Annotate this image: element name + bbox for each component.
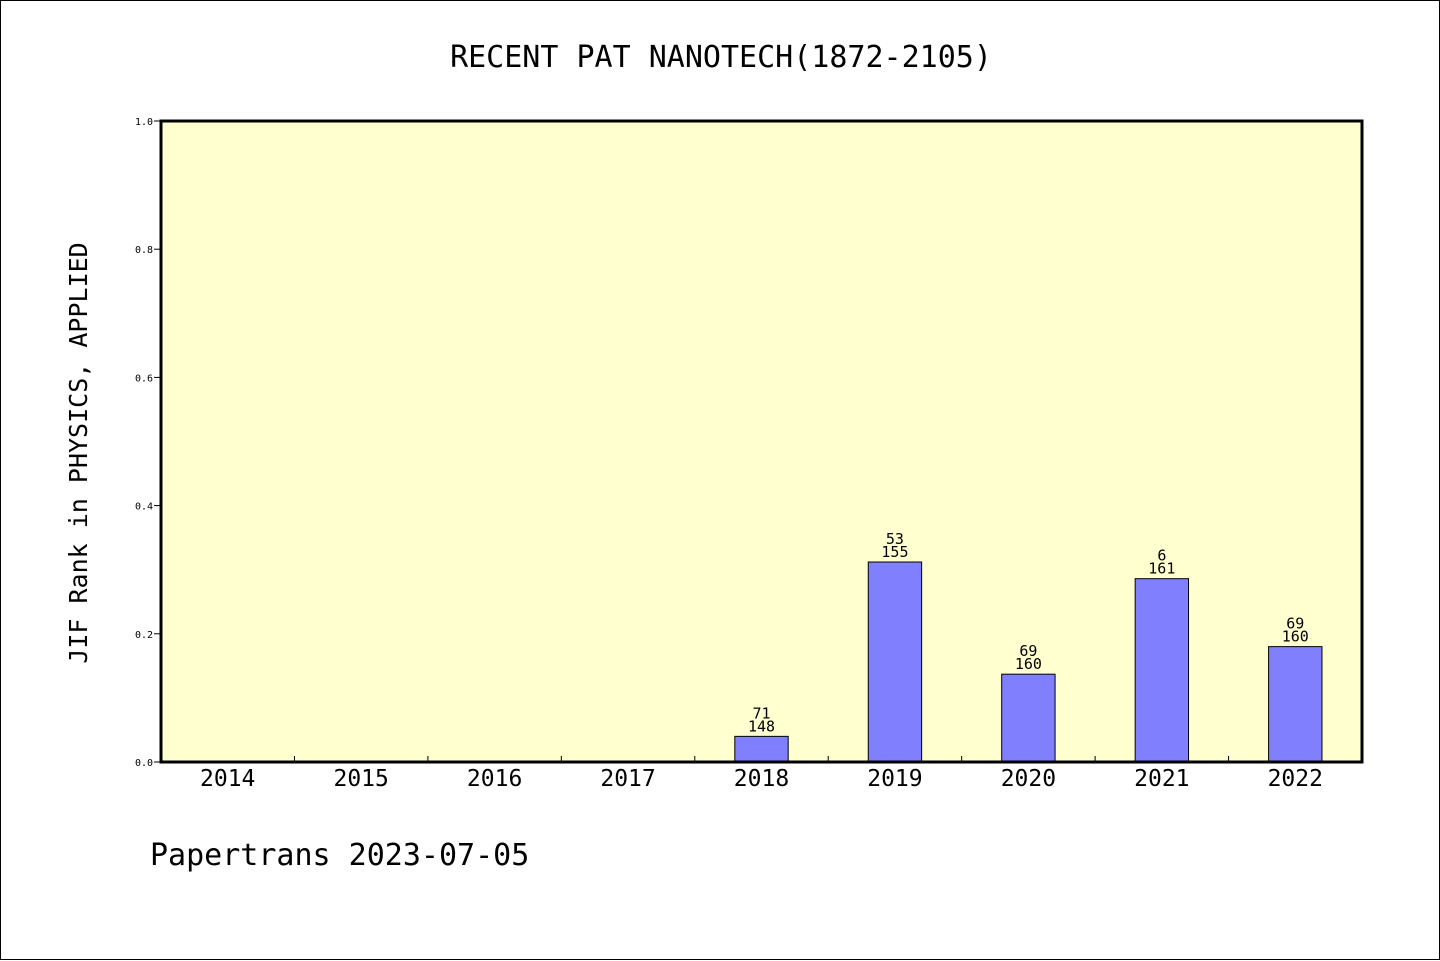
bars [734,561,1323,763]
x-tick-label: 2014 [200,766,255,792]
y-tick-label: 0.4 [135,502,153,513]
x-axis: 2014 2015 2016 2017 2018 2019 2020 2021 2022 [200,756,1323,792]
plot-border [159,119,1364,764]
x-tick-label: 2015 [333,766,388,792]
y-axis: 0.0 0.2 0.4 0.6 0.8 1.0 [135,117,161,769]
footer-text: Papertrans 2023-07-05 [150,838,529,873]
y-tick-label: 0.6 [135,373,153,384]
y-axis-label: JIF Rank in PHYSICS, APPLIED [64,242,93,663]
bar-label-total: 161 [1148,560,1175,578]
bar-label-rank: 71 [752,704,770,722]
chart-title: RECENT PAT NANOTECH(1872-2105) [450,40,992,75]
bar-2020 [1001,673,1056,763]
y-tick-label: 0.8 [135,245,153,256]
x-tick-label: 2018 [734,766,789,792]
x-tick-label: 2022 [1268,766,1323,792]
bar-2022 [1268,646,1323,763]
x-tick-label: 2021 [1134,766,1189,792]
bar-label-rank: 6 [1157,547,1166,565]
bar-label-total: 160 [1015,655,1042,673]
bar-label-total: 160 [1282,628,1309,646]
bar-label-rank: 53 [886,530,904,548]
bar-label-rank: 69 [1286,615,1304,633]
x-tick-label: 2020 [1001,766,1056,792]
bar-label-total: 155 [881,543,908,561]
x-tick-label: 2017 [600,766,655,792]
bar-label-rank: 69 [1019,642,1037,660]
y-tick-label: 0.2 [135,630,153,641]
x-tick-label: 2019 [867,766,922,792]
x-tick-label: 2016 [467,766,522,792]
bar-2019 [867,561,923,763]
bar-label-total: 148 [748,717,775,735]
y-tick-label: 0.0 [135,758,153,769]
bar-2021 [1134,578,1190,763]
bar-2018 [734,735,789,763]
y-tick-label: 1.0 [135,117,153,128]
